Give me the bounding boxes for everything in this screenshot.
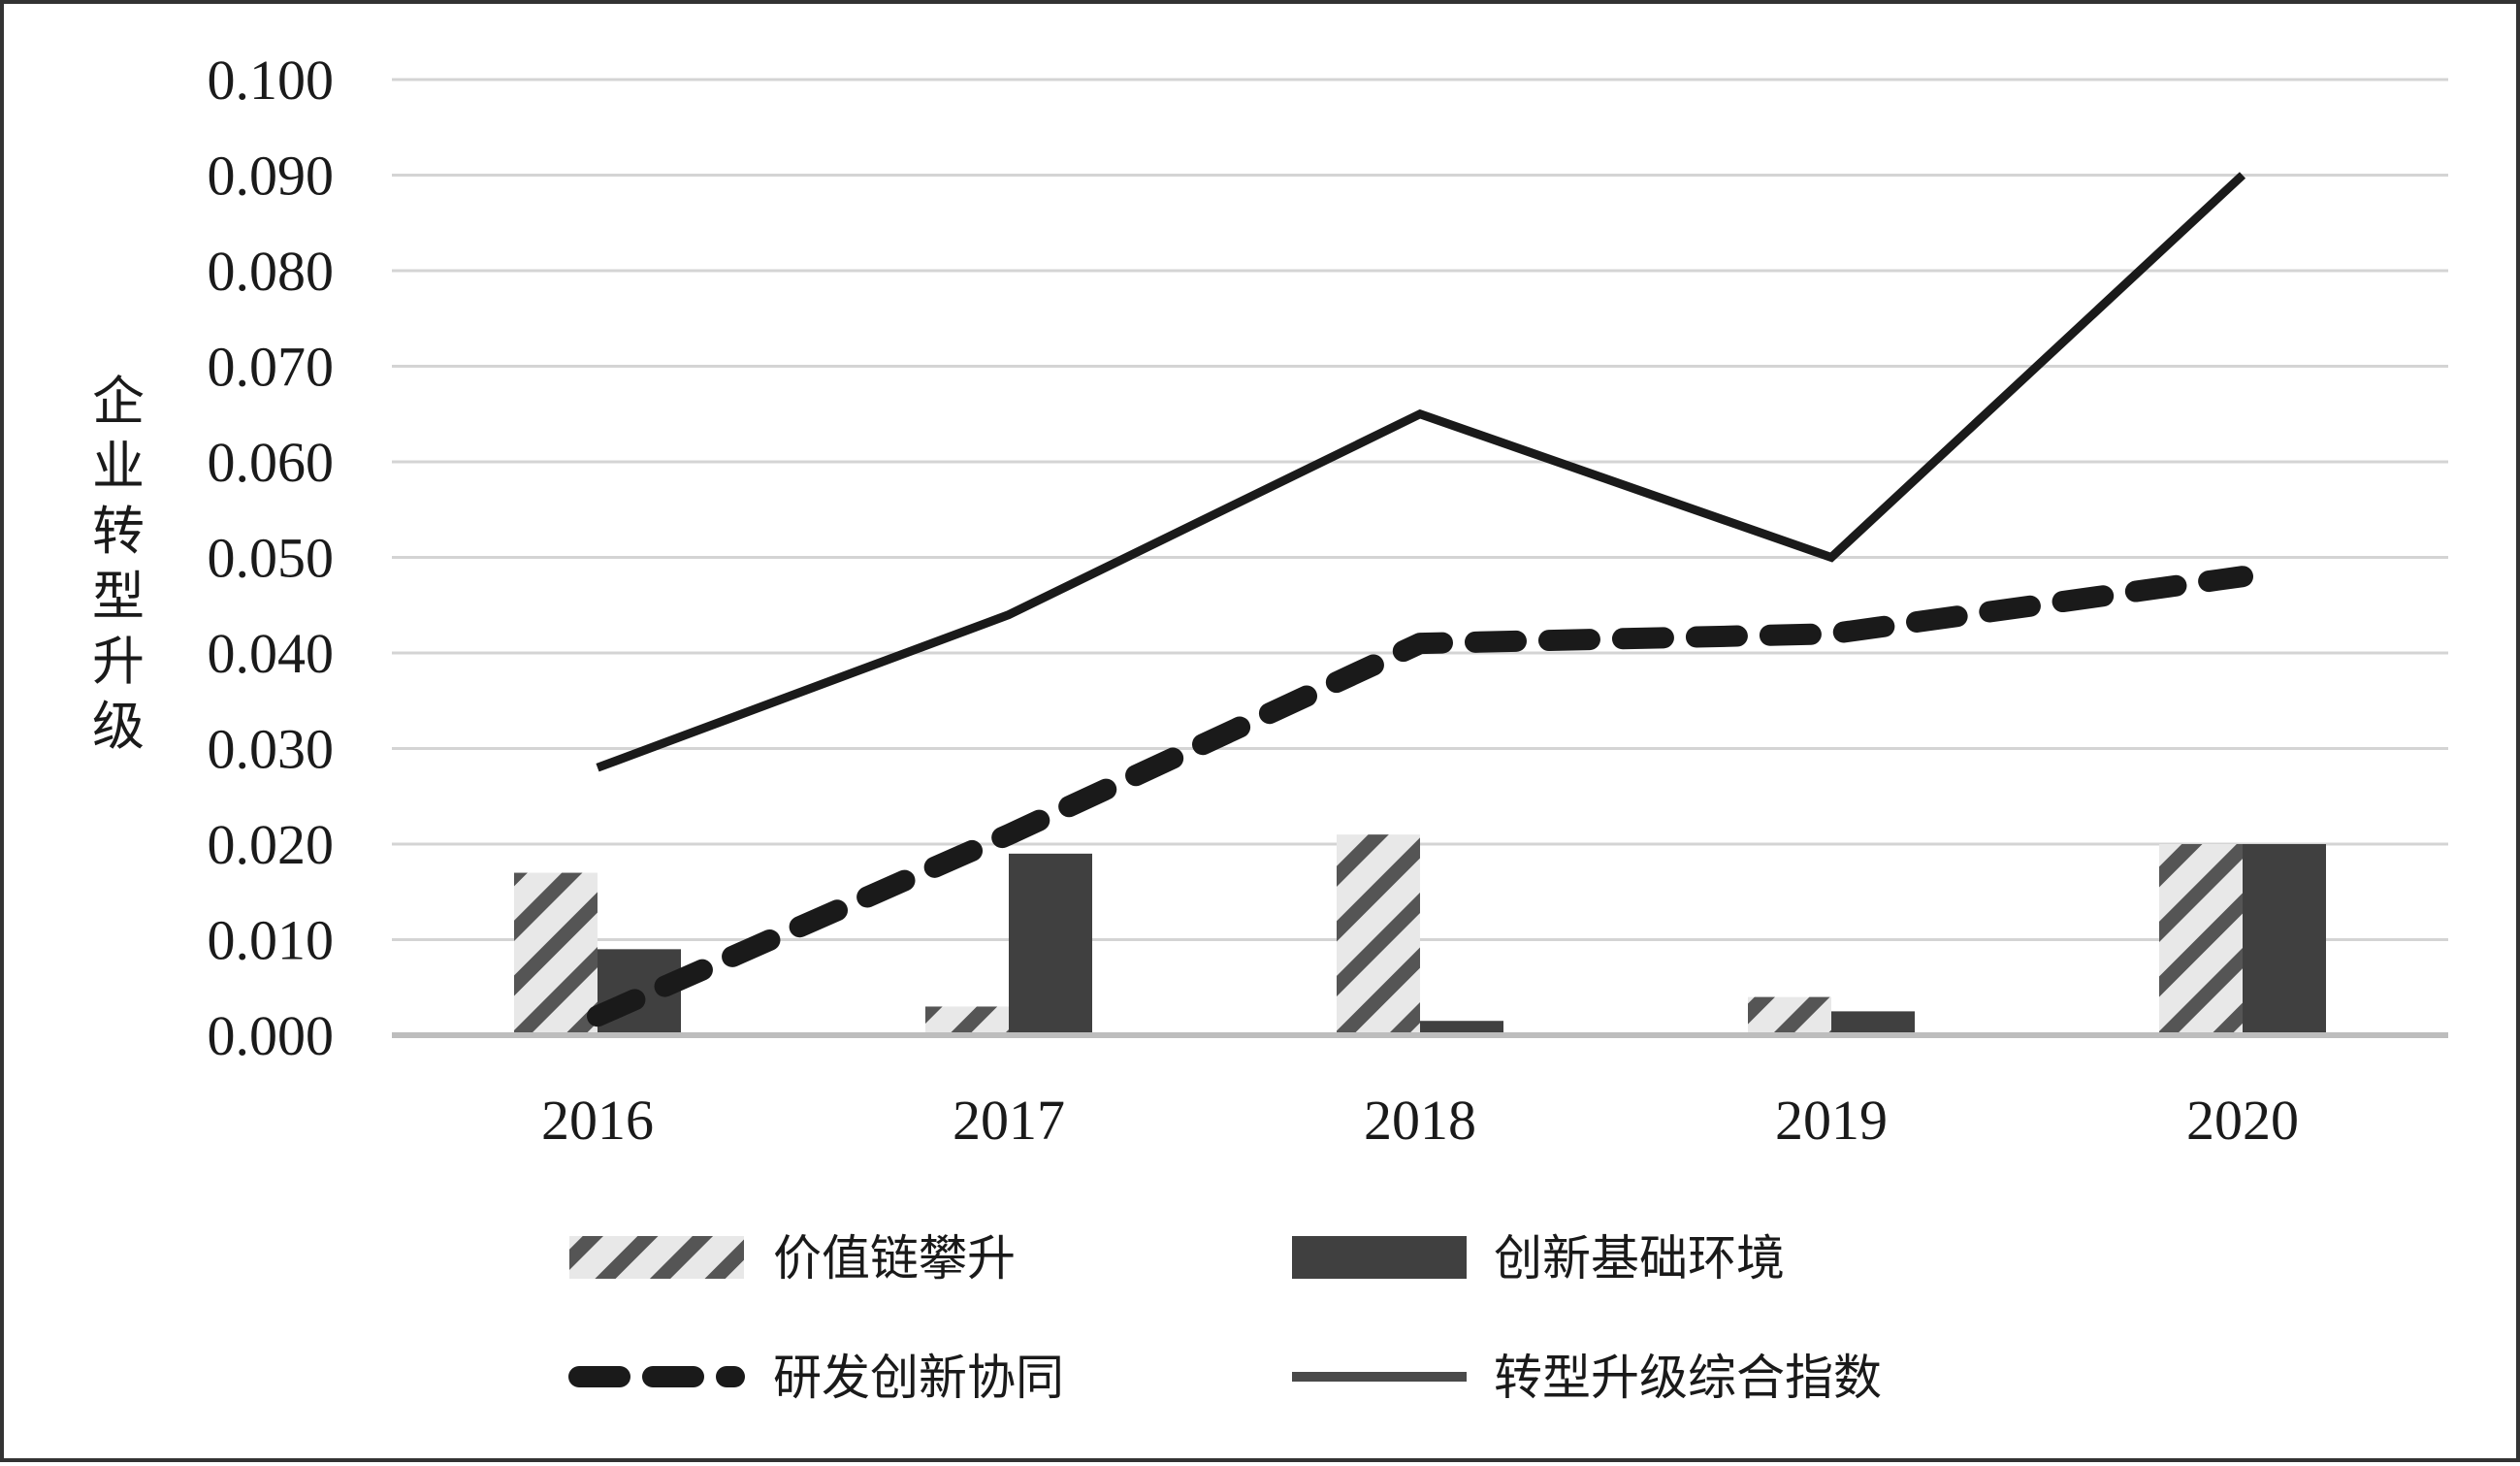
x-tick-label: 2019 (1775, 1089, 1888, 1152)
bar-value-chain-2019 (1748, 996, 1831, 1035)
legend-rd-synergy-label: 研发创新协同 (773, 1350, 1064, 1406)
x-tick-label: 2020 (2186, 1089, 2299, 1152)
bar-innovation-env-2020 (2243, 844, 2326, 1035)
legend-innovation-env-label: 创新基础环境 (1494, 1230, 1785, 1287)
bar-innovation-env-2017 (1009, 853, 1092, 1035)
bar-innovation-env-2018 (1420, 1021, 1503, 1035)
lines (587, 172, 2253, 1027)
legend-innovation-env-swatch (1292, 1236, 1467, 1279)
bars (514, 834, 2326, 1035)
x-tick-label: 2018 (1364, 1089, 1476, 1152)
chart-canvas: 0.000 0.010 0.020 0.030 0.040 0.050 0.060 0.070… (92, 49, 2448, 1406)
gridlines (392, 78, 2448, 941)
y-tick-label: 0.040 (208, 622, 335, 685)
bar-value-chain-2016 (514, 872, 598, 1035)
y-tick-label: 0.010 (208, 909, 335, 972)
y-tick-label: 0.060 (208, 431, 335, 494)
bar-value-chain-2020 (2159, 844, 2243, 1035)
y-tick-label: 0.100 (208, 49, 335, 112)
bar-innovation-env-2019 (1831, 1011, 1915, 1035)
y-tick-label: 0.050 (208, 527, 335, 590)
legend-value-chain-label: 价值链攀升 (773, 1230, 1016, 1287)
y-axis-ticks: 0.000 0.010 0.020 0.030 0.040 0.050 0.060 0.070… (208, 49, 335, 1067)
y-axis-label-char: 升 (92, 631, 145, 692)
y-axis-label-char: 业 (92, 436, 145, 497)
y-tick-label: 0.020 (208, 813, 335, 876)
y-tick-label: 0.070 (208, 336, 335, 399)
x-tick-label: 2017 (953, 1089, 1065, 1152)
legend-composite-index-label: 转型升级综合指数 (1494, 1350, 1882, 1406)
y-tick-label: 0.000 (208, 1004, 335, 1067)
y-axis-label-char: 转 (92, 501, 145, 562)
y-axis-label-char: 企 (92, 371, 145, 432)
y-axis-label-char: 型 (92, 566, 145, 627)
y-axis-label-char: 级 (92, 696, 145, 757)
bar-value-chain-2018 (1337, 834, 1420, 1035)
series-line-rd-synergy (587, 566, 2253, 1027)
bar-value-chain-2017 (925, 1006, 1009, 1035)
y-tick-label: 0.080 (208, 240, 335, 303)
x-axis-ticks: 2016 2017 2018 2019 2020 (541, 1089, 2299, 1152)
y-tick-label: 0.090 (208, 145, 335, 208)
series-line-composite-index (596, 172, 2246, 772)
legend-value-chain-swatch (569, 1236, 744, 1279)
x-tick-label: 2016 (541, 1089, 654, 1152)
y-tick-label: 0.030 (208, 718, 335, 781)
